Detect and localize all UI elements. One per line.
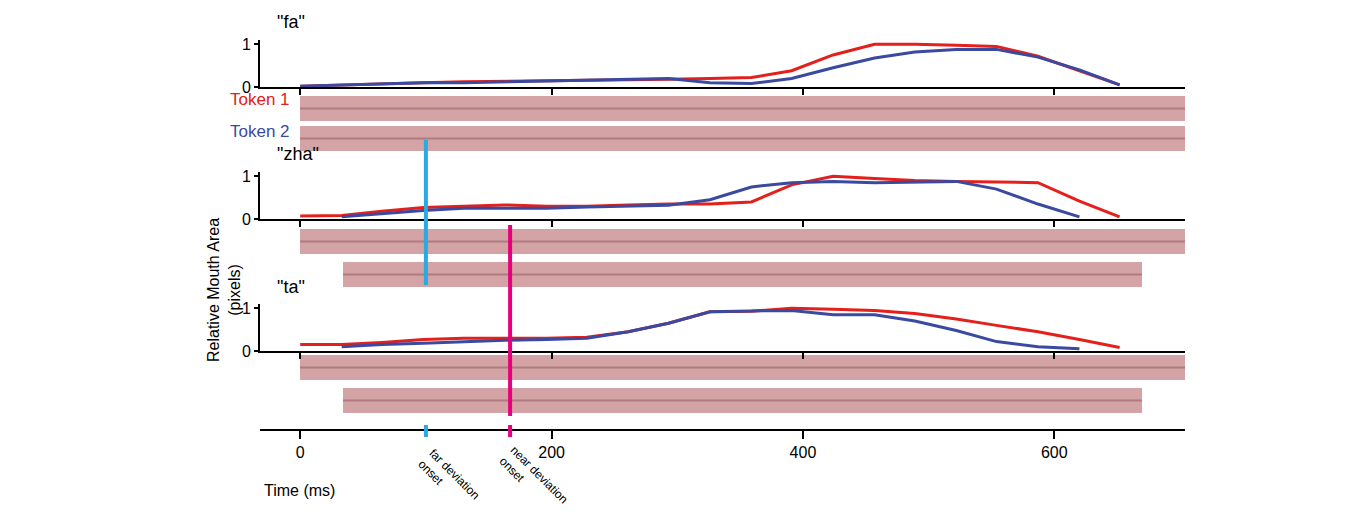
svg-text:200: 200 [538,444,565,461]
svg-text:0: 0 [242,343,251,360]
svg-text:"ta": "ta" [277,277,305,297]
svg-text:"zha": "zha" [277,144,319,164]
svg-text:600: 600 [1041,444,1068,461]
svg-text:0: 0 [242,79,251,96]
svg-text:1: 1 [242,168,251,185]
svg-text:Relative Mouth Area(pixels): Relative Mouth Area(pixels) [205,218,243,362]
svg-text:Token 1: Token 1 [230,90,290,109]
svg-text:0: 0 [242,211,251,228]
svg-text:Time (ms): Time (ms) [264,482,335,499]
svg-text:1: 1 [242,36,251,53]
svg-text:near deviationonset: near deviationonset [497,443,571,517]
svg-text:Token 2: Token 2 [230,122,290,141]
svg-text:far deviationonset: far deviationonset [415,446,482,513]
svg-text:"fa": "fa" [277,12,305,32]
svg-text:0: 0 [296,444,305,461]
svg-text:400: 400 [790,444,817,461]
svg-text:1: 1 [242,300,251,317]
